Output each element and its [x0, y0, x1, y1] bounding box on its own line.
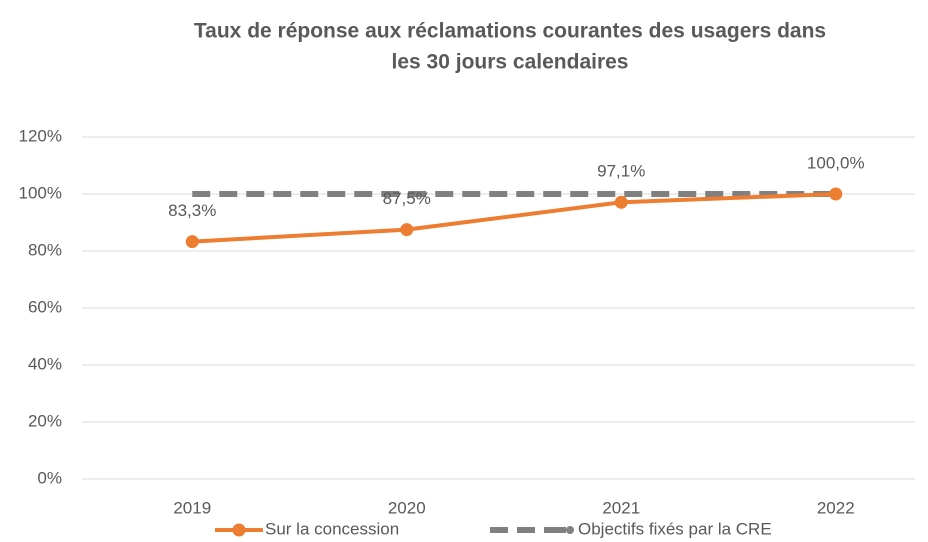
legend-label: Objectifs fixés par la CRE — [578, 519, 772, 538]
y-tick-label: 80% — [28, 240, 62, 259]
legend-marker — [232, 523, 246, 537]
x-tick-label: 2021 — [602, 498, 640, 517]
x-tick-label: 2022 — [817, 498, 855, 517]
data-label: 87,5% — [383, 189, 431, 208]
chart-title: les 30 jours calendaires — [392, 51, 629, 74]
series-line — [192, 192, 836, 244]
y-tick-label: 100% — [19, 183, 62, 202]
point — [400, 223, 414, 237]
legend-label: Sur la concession — [265, 519, 399, 538]
x-tick-label: 2019 — [173, 498, 211, 517]
y-tick-label: 0% — [37, 468, 62, 487]
y-tick-label: 60% — [28, 297, 62, 316]
data-label: 97,1% — [597, 162, 645, 181]
data-label: 83,3% — [168, 201, 216, 220]
y-tick-label: 20% — [28, 411, 62, 430]
x-tick-label: 2020 — [388, 498, 426, 517]
y-tick-label: 120% — [19, 126, 62, 145]
legend-marker — [566, 526, 574, 534]
y-tick-label: 40% — [28, 354, 62, 373]
chart-title: Taux de réponse aux réclamations courant… — [194, 20, 826, 43]
data-label: 100,0% — [807, 153, 865, 172]
point — [829, 187, 843, 201]
point — [185, 235, 199, 249]
point — [614, 195, 628, 209]
